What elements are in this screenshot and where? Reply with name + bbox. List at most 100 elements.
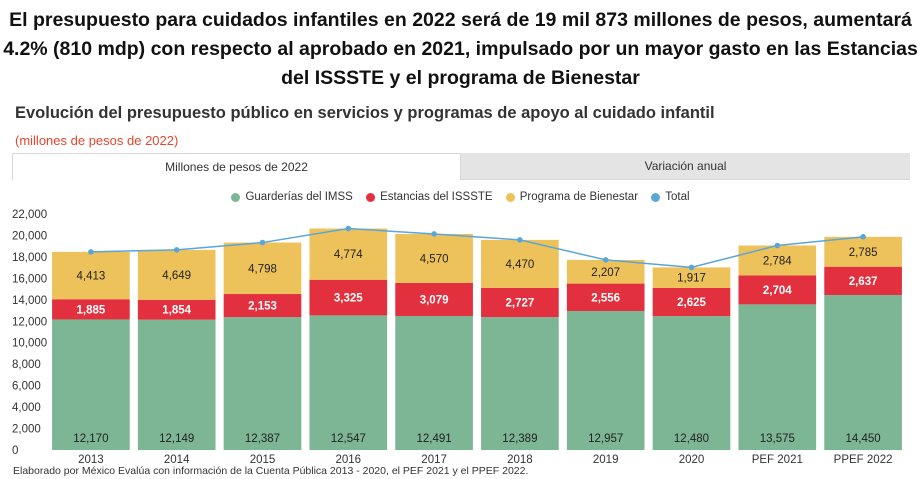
bar-segment bbox=[652, 287, 731, 317]
bar-segment bbox=[652, 267, 731, 288]
y-tick-label: 10,000 bbox=[12, 338, 47, 350]
legend-dot-total bbox=[651, 192, 661, 202]
bar-segment bbox=[395, 316, 473, 450]
data-label: 14,450 bbox=[846, 433, 881, 445]
data-label: 1,917 bbox=[677, 273, 706, 285]
legend-label-issste: Estancias del ISSSTE bbox=[380, 191, 493, 203]
bar-segment bbox=[309, 315, 388, 450]
chart-legend: Guarderías del IMSS Estancias del ISSSTE… bbox=[0, 191, 921, 205]
legend-dot-imss bbox=[231, 192, 241, 202]
x-tick-label: 2017 bbox=[421, 454, 447, 466]
x-tick-label: 2020 bbox=[679, 454, 705, 466]
legend-item-imss[interactable]: Guarderías del IMSS bbox=[231, 191, 353, 203]
data-label: 4,774 bbox=[334, 249, 363, 261]
data-label: 4,570 bbox=[420, 253, 449, 265]
data-label: 2,153 bbox=[248, 301, 277, 313]
total-point bbox=[173, 247, 180, 253]
data-label: 2,704 bbox=[763, 285, 792, 297]
data-label: 2,727 bbox=[506, 297, 535, 309]
bar-segment bbox=[395, 233, 473, 283]
legend-item-issste[interactable]: Estancias del ISSSTE bbox=[366, 191, 493, 203]
x-tick-label: PPEF 2022 bbox=[834, 454, 893, 466]
x-tick-label: PEF 2021 bbox=[752, 454, 803, 466]
legend-label-imss: Guarderías del IMSS bbox=[245, 191, 353, 203]
chart-title: Evolución del presupuesto público en ser… bbox=[15, 104, 715, 122]
data-label: 4,798 bbox=[248, 263, 277, 275]
bar-segment bbox=[137, 299, 216, 320]
tab-variacion-anual[interactable]: Variación anual bbox=[461, 153, 910, 180]
footnote: Elaborado por México Evalúa con informac… bbox=[13, 465, 529, 477]
data-label: 1,885 bbox=[77, 304, 106, 316]
y-tick-label: 14,000 bbox=[12, 295, 47, 307]
data-label: 3,325 bbox=[334, 293, 363, 305]
total-point bbox=[602, 257, 609, 263]
y-tick-label: 6,000 bbox=[12, 381, 41, 393]
y-tick-label: 4,000 bbox=[12, 402, 41, 414]
data-label: 2,556 bbox=[591, 292, 620, 304]
x-tick-label: 2016 bbox=[336, 454, 362, 466]
x-tick-label: 2015 bbox=[250, 454, 276, 466]
y-tick-label: 0 bbox=[12, 445, 18, 457]
bar-segment bbox=[566, 311, 645, 450]
bar-segment bbox=[824, 294, 902, 450]
total-point bbox=[774, 242, 781, 249]
data-label: 13,575 bbox=[760, 433, 795, 445]
bar-segment bbox=[137, 319, 216, 450]
x-tick-label: 2019 bbox=[593, 454, 619, 466]
bar-segment bbox=[738, 304, 817, 450]
tab-millones[interactable]: Millones de pesos de 2022 bbox=[12, 153, 461, 180]
data-label: 4,649 bbox=[162, 270, 191, 282]
data-label: 12,480 bbox=[674, 433, 709, 445]
data-label: 12,491 bbox=[417, 433, 452, 445]
data-label: 12,389 bbox=[502, 433, 537, 445]
bar-segment bbox=[223, 242, 302, 295]
bar-segment bbox=[52, 299, 130, 320]
data-label: 2,637 bbox=[849, 276, 878, 288]
bar-segment bbox=[52, 251, 130, 300]
bar-segment bbox=[481, 317, 559, 450]
headline: El presupuesto para cuidados infantiles … bbox=[3, 9, 918, 89]
total-point bbox=[88, 249, 94, 255]
total-point bbox=[259, 239, 266, 246]
legend-item-bienestar[interactable]: Programa de Bienestar bbox=[505, 191, 639, 203]
data-label: 12,149 bbox=[159, 433, 194, 445]
data-label: 12,387 bbox=[245, 433, 280, 445]
total-point bbox=[688, 264, 695, 271]
data-label: 4,413 bbox=[77, 271, 106, 283]
bar-segment bbox=[309, 228, 388, 280]
chart-subtitle: (millones de pesos de 2022) bbox=[15, 133, 179, 148]
legend-label-total: Total bbox=[665, 191, 690, 203]
total-point bbox=[345, 225, 352, 232]
bar-segment bbox=[652, 316, 731, 450]
data-label: 2,625 bbox=[677, 297, 706, 309]
data-label: 2,207 bbox=[591, 267, 620, 279]
data-label: 3,079 bbox=[420, 294, 449, 306]
data-label: 4,470 bbox=[506, 259, 535, 271]
legend-item-total[interactable]: Total bbox=[651, 191, 690, 203]
bar-segment bbox=[223, 317, 302, 450]
x-tick-label: 2014 bbox=[164, 454, 190, 466]
bar-segment bbox=[309, 279, 388, 316]
y-tick-label: 18,000 bbox=[12, 252, 47, 264]
bar-segment bbox=[52, 319, 130, 450]
y-tick-label: 22,000 bbox=[12, 209, 47, 221]
y-tick-label: 2,000 bbox=[12, 424, 41, 436]
total-point bbox=[431, 231, 437, 237]
data-label: 12,547 bbox=[331, 433, 366, 445]
total-point bbox=[517, 237, 523, 243]
bar-segment bbox=[738, 275, 817, 305]
x-tick-label: 2018 bbox=[507, 454, 533, 466]
bar-segment bbox=[395, 282, 473, 317]
data-label: 12,170 bbox=[73, 433, 108, 445]
bar-segment bbox=[481, 239, 559, 288]
x-tick-label: 2013 bbox=[78, 454, 104, 466]
bar-segment bbox=[824, 266, 902, 295]
bar-segment bbox=[566, 259, 645, 284]
y-tick-label: 8,000 bbox=[12, 359, 41, 371]
total-line bbox=[90, 227, 864, 269]
bar-segment bbox=[824, 236, 902, 267]
bar-segment bbox=[137, 249, 216, 300]
legend-label-bienestar: Programa de Bienestar bbox=[519, 191, 639, 203]
total-point bbox=[860, 234, 866, 240]
